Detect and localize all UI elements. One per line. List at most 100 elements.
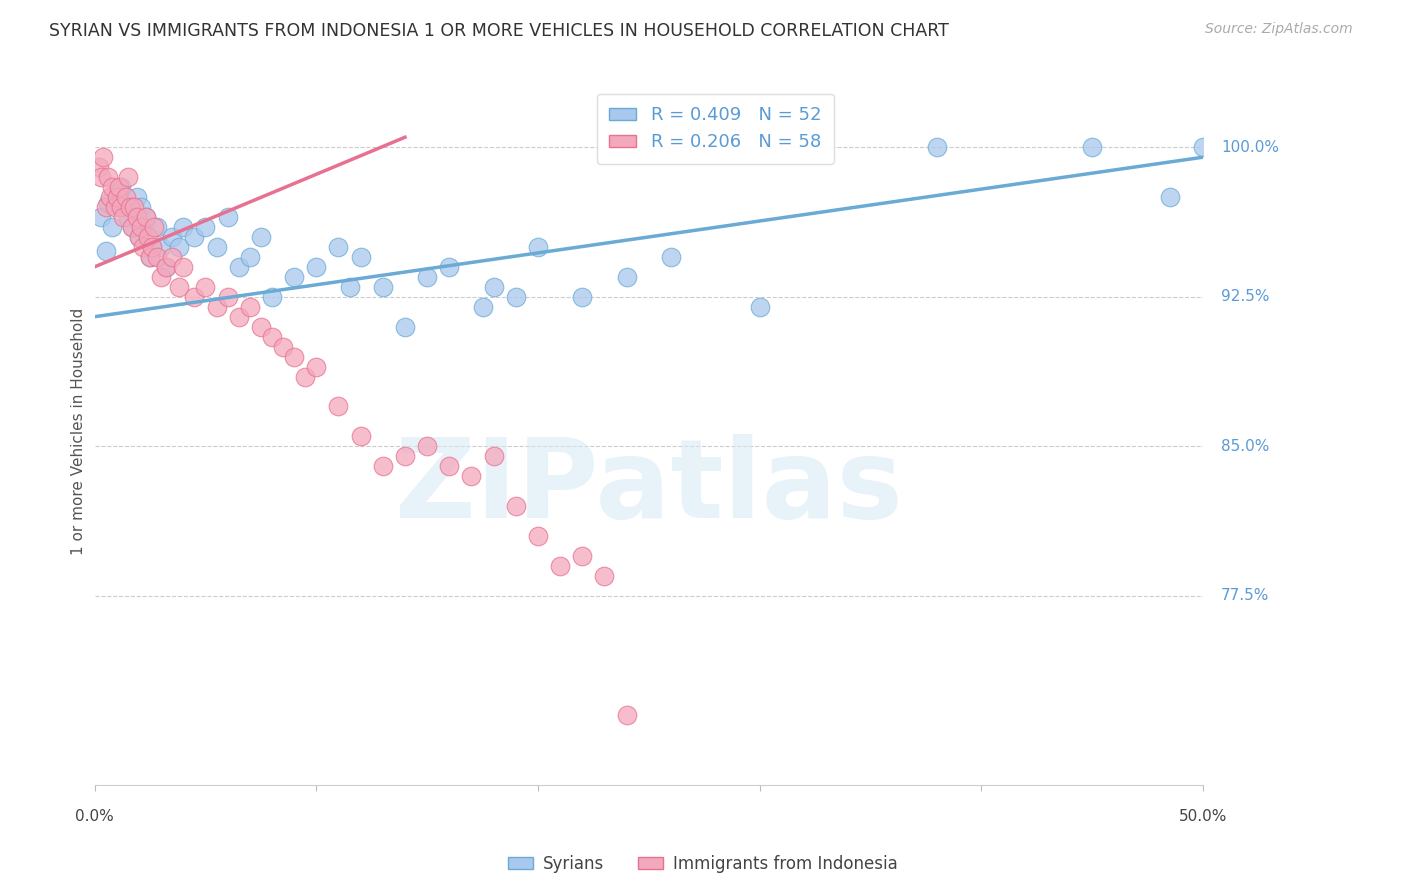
Point (145, 219, 167, 234)
Point (1159, 190, 1181, 204)
Text: 0.0%: 0.0% (75, 809, 114, 824)
Point (1192, 140, 1215, 154)
Point (239, 250, 262, 264)
Point (155, 260, 177, 274)
Point (371, 280, 394, 294)
Point (129, 200, 152, 214)
Text: 92.5%: 92.5% (1220, 289, 1270, 304)
Point (228, 260, 250, 274)
Point (349, 250, 371, 264)
Point (141, 240, 163, 254)
Point (328, 240, 350, 254)
Point (1081, 140, 1104, 154)
Point (132, 219, 155, 234)
Point (160, 230, 183, 244)
Point (112, 200, 135, 214)
Point (571, 290, 593, 304)
Point (394, 319, 416, 334)
Legend: R = 0.409   N = 52, R = 0.206   N = 58: R = 0.409 N = 52, R = 0.206 N = 58 (596, 94, 834, 164)
Point (183, 290, 205, 304)
Point (128, 230, 150, 244)
Point (139, 250, 162, 264)
Point (105, 190, 128, 204)
Text: ZIPatlas: ZIPatlas (395, 434, 903, 541)
Point (150, 269, 173, 284)
Point (228, 310, 250, 324)
Point (349, 429, 371, 443)
Point (150, 240, 173, 254)
Point (112, 210, 135, 224)
Point (94, 200, 117, 214)
Point (194, 219, 217, 234)
Point (471, 300, 494, 314)
Point (167, 240, 190, 254)
Point (117, 210, 139, 224)
Point (394, 450, 416, 464)
Point (90, 170, 112, 185)
Point (118, 200, 141, 214)
Point (172, 260, 194, 274)
Point (371, 459, 394, 474)
Point (108, 184, 131, 198)
Point (250, 319, 273, 334)
Point (141, 240, 163, 254)
Point (105, 190, 128, 204)
Point (160, 250, 183, 264)
Text: 85.0%: 85.0% (1220, 439, 1270, 454)
Point (925, 140, 948, 154)
Point (571, 549, 593, 563)
Point (136, 230, 159, 244)
Point (616, 708, 638, 723)
Point (97, 170, 120, 185)
Point (217, 290, 239, 304)
Point (172, 219, 194, 234)
Point (135, 210, 157, 224)
Point (416, 439, 439, 453)
Point (194, 280, 217, 294)
Text: SYRIAN VS IMMIGRANTS FROM INDONESIA 1 OR MORE VEHICLES IN HOUSEHOLD CORRELATION : SYRIAN VS IMMIGRANTS FROM INDONESIA 1 OR… (49, 22, 949, 40)
Text: 77.5%: 77.5% (1220, 589, 1270, 603)
Point (283, 269, 305, 284)
Point (97, 196, 120, 211)
Point (659, 250, 682, 264)
Point (250, 230, 273, 244)
Point (217, 210, 239, 224)
Point (505, 499, 527, 513)
Point (90, 210, 112, 224)
Point (527, 529, 550, 543)
Point (143, 219, 166, 234)
Y-axis label: 1 or more Vehicles in Household: 1 or more Vehicles in Household (72, 308, 86, 555)
Point (124, 200, 146, 214)
Point (94, 244, 117, 258)
Point (139, 250, 162, 264)
Point (616, 269, 638, 284)
Point (505, 290, 527, 304)
Point (128, 230, 150, 244)
Point (339, 280, 361, 294)
Point (167, 280, 190, 294)
Point (205, 300, 228, 314)
Point (260, 290, 283, 304)
Point (305, 359, 328, 374)
Point (460, 469, 482, 483)
Point (117, 170, 139, 185)
Point (439, 260, 461, 274)
Point (135, 210, 157, 224)
Point (110, 180, 132, 194)
Point (125, 210, 148, 224)
Point (527, 240, 550, 254)
Text: 100.0%: 100.0% (1220, 140, 1279, 154)
Point (305, 260, 328, 274)
Point (748, 300, 770, 314)
Point (260, 329, 283, 343)
Point (103, 200, 125, 214)
Point (145, 250, 167, 264)
Point (294, 369, 316, 384)
Point (328, 400, 350, 414)
Point (101, 180, 124, 194)
Point (121, 219, 143, 234)
Point (125, 190, 148, 204)
Point (283, 350, 305, 364)
Legend: Syrians, Immigrants from Indonesia: Syrians, Immigrants from Indonesia (502, 848, 904, 880)
Point (114, 190, 136, 204)
